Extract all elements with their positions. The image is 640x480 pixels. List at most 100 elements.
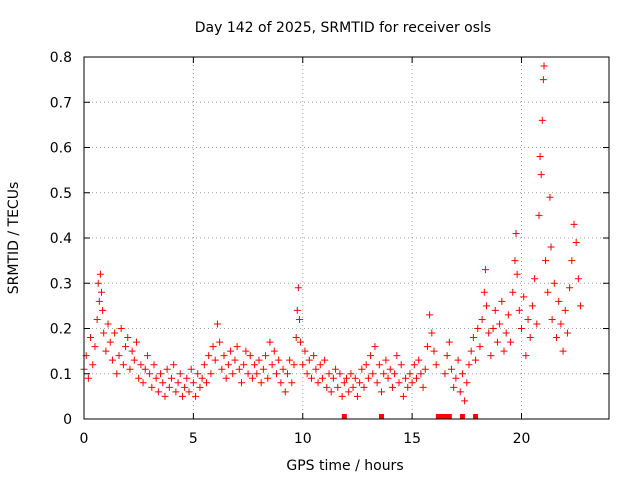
data-point [209, 343, 217, 351]
data-point [115, 352, 123, 360]
data-point [181, 383, 189, 391]
data-point [259, 365, 267, 373]
data-point [264, 374, 272, 382]
data-point [547, 243, 555, 251]
data-point [159, 379, 167, 387]
y-tick-label: 0.8 [50, 50, 72, 66]
data-point [426, 311, 434, 319]
data-point [454, 356, 462, 364]
data-point [293, 306, 301, 314]
data-point [139, 379, 147, 387]
data-point [493, 338, 501, 346]
data-point [515, 306, 523, 314]
data-point [367, 352, 375, 360]
data-point [216, 338, 224, 346]
data-point [419, 383, 427, 391]
data-point [386, 365, 394, 373]
data-point [491, 306, 499, 314]
data-point [137, 361, 145, 369]
y-tick-label: 0.4 [50, 231, 72, 247]
data-point [224, 361, 232, 369]
grid-lines [84, 57, 609, 419]
data-point [373, 379, 381, 387]
y-tick-label: 0.7 [50, 95, 72, 111]
data-point [430, 347, 438, 355]
data-point [391, 370, 399, 378]
data-point [478, 315, 486, 323]
data-point [196, 383, 204, 391]
data-point [207, 370, 215, 378]
data-point [456, 388, 464, 396]
data-point [122, 343, 130, 351]
data-point [485, 329, 493, 337]
data-point [504, 311, 512, 319]
data-point [89, 361, 97, 369]
data-point [395, 379, 403, 387]
gap-marker [446, 414, 452, 419]
data-point [472, 356, 480, 364]
data-point [334, 383, 342, 391]
data-point [469, 334, 477, 342]
data-point [566, 284, 574, 292]
y-tick-label: 0.2 [50, 322, 72, 338]
data-point [240, 361, 248, 369]
data-point [518, 325, 525, 332]
data-point [522, 352, 530, 360]
data-point [476, 343, 484, 351]
data-point [570, 220, 578, 228]
data-point [536, 153, 544, 161]
data-point [128, 347, 136, 355]
data-point [233, 343, 241, 351]
data-point [268, 361, 276, 369]
data-point [275, 356, 283, 364]
data-point [270, 347, 278, 355]
data-point [248, 374, 256, 382]
data-point [511, 257, 519, 265]
data-point [362, 361, 370, 369]
data-point [375, 361, 383, 369]
data-point [95, 297, 103, 305]
data-point [397, 361, 405, 369]
data-point [371, 343, 379, 351]
data-point [150, 361, 158, 369]
data-point [146, 370, 154, 378]
data-point [213, 320, 221, 328]
data-point [98, 288, 105, 296]
data-gap-markers [341, 414, 479, 419]
data-point [257, 379, 265, 387]
data-point [211, 356, 219, 364]
y-tick-label: 0.1 [50, 367, 72, 383]
x-axis-ticks: 0 5 10 15 20 [80, 57, 530, 447]
data-point [380, 370, 388, 378]
data-point [483, 302, 490, 310]
data-point [360, 383, 368, 391]
data-point [343, 374, 350, 382]
data-point [220, 352, 228, 360]
data-point [301, 347, 309, 355]
data-point [178, 392, 186, 400]
data-point [108, 356, 116, 364]
data-point [555, 297, 563, 305]
data-point [143, 352, 151, 360]
data-point [550, 279, 558, 287]
data-point [441, 370, 449, 378]
data-point [96, 270, 104, 278]
data-point [336, 370, 344, 378]
data-point [458, 370, 466, 378]
data-point [539, 76, 547, 84]
data-point [148, 383, 156, 391]
data-point [406, 370, 414, 378]
data-point [356, 379, 364, 387]
data-point [227, 347, 235, 355]
data-point [531, 275, 539, 283]
data-point [321, 356, 329, 364]
data-point [572, 239, 580, 247]
data-point [533, 320, 541, 328]
data-point [364, 374, 372, 382]
data-point [297, 338, 305, 346]
data-point [410, 361, 418, 369]
data-point [338, 392, 346, 400]
data-point [347, 370, 355, 378]
data-point [168, 374, 175, 382]
data-point [170, 361, 178, 369]
